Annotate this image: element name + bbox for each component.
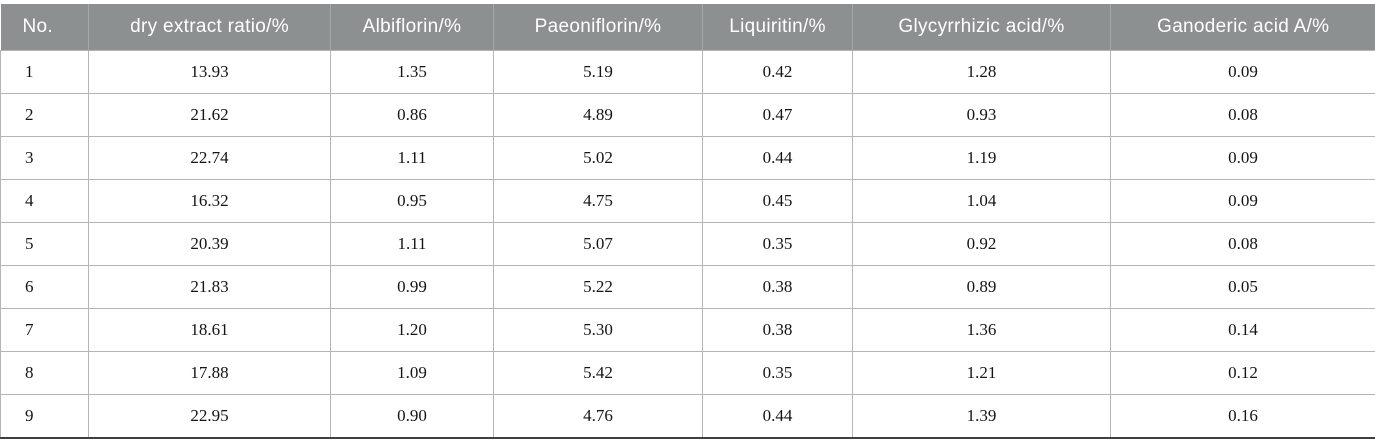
cell-value: 5.42 xyxy=(493,351,703,395)
cell-value: 0.92 xyxy=(852,222,1111,266)
cell-value: 1.04 xyxy=(852,179,1111,223)
cell-value: 0.12 xyxy=(1110,351,1375,395)
cell-value: 5.22 xyxy=(493,265,703,309)
table-row: 9 22.95 0.90 4.76 0.44 1.39 0.16 xyxy=(0,394,1375,439)
cell-value: 21.62 xyxy=(88,93,331,137)
cell-value: 5.02 xyxy=(493,136,703,180)
cell-value: 0.47 xyxy=(702,93,853,137)
cell-value: 0.14 xyxy=(1110,308,1375,352)
table-row: 4 16.32 0.95 4.75 0.45 1.04 0.09 xyxy=(0,179,1375,223)
cell-value: 0.45 xyxy=(702,179,853,223)
header-row: No. dry extract ratio/% Albiflorin/% Pae… xyxy=(0,4,1375,51)
table-row: 2 21.62 0.86 4.89 0.47 0.93 0.08 xyxy=(0,93,1375,137)
cell-value: 0.35 xyxy=(702,351,853,395)
cell-sample-no: 8 xyxy=(0,351,89,395)
cell-value: 0.44 xyxy=(702,394,853,439)
column-header-albiflorin: Albiflorin/% xyxy=(330,4,494,51)
table-row: 8 17.88 1.09 5.42 0.35 1.21 0.12 xyxy=(0,351,1375,395)
table-row: 3 22.74 1.11 5.02 0.44 1.19 0.09 xyxy=(0,136,1375,180)
cell-value: 1.20 xyxy=(330,308,494,352)
cell-value: 0.09 xyxy=(1110,136,1375,180)
column-header-dry-extract-ratio: dry extract ratio/% xyxy=(88,4,331,51)
column-header-paeoniflorin: Paeoniflorin/% xyxy=(493,4,703,51)
cell-value: 5.30 xyxy=(493,308,703,352)
cell-value: 4.89 xyxy=(493,93,703,137)
cell-sample-no: 5 xyxy=(0,222,89,266)
table-row: 6 21.83 0.99 5.22 0.38 0.89 0.05 xyxy=(0,265,1375,309)
cell-value: 18.61 xyxy=(88,308,331,352)
cell-value: 16.32 xyxy=(88,179,331,223)
cell-value: 4.76 xyxy=(493,394,703,439)
cell-value: 0.44 xyxy=(702,136,853,180)
column-header-no: No. xyxy=(0,4,89,51)
cell-value: 0.38 xyxy=(702,265,853,309)
cell-value: 1.11 xyxy=(330,136,494,180)
cell-value: 0.08 xyxy=(1110,222,1375,266)
cell-value: 1.39 xyxy=(852,394,1111,439)
cell-value: 0.09 xyxy=(1110,50,1375,94)
cell-value: 0.05 xyxy=(1110,265,1375,309)
column-header-glycyrrhizic-acid: Glycyrrhizic acid/% xyxy=(852,4,1111,51)
cell-value: 1.11 xyxy=(330,222,494,266)
cell-value: 0.99 xyxy=(330,265,494,309)
cell-value: 1.19 xyxy=(852,136,1111,180)
table-container: No. dry extract ratio/% Albiflorin/% Pae… xyxy=(0,4,1375,439)
cell-value: 5.07 xyxy=(493,222,703,266)
cell-value: 0.93 xyxy=(852,93,1111,137)
cell-sample-no: 1 xyxy=(0,50,89,94)
column-header-liquiritin: Liquiritin/% xyxy=(702,4,853,51)
cell-value: 0.08 xyxy=(1110,93,1375,137)
table-row: 1 13.93 1.35 5.19 0.42 1.28 0.09 xyxy=(0,50,1375,94)
cell-value: 1.28 xyxy=(852,50,1111,94)
table-row: 7 18.61 1.20 5.30 0.38 1.36 0.14 xyxy=(0,308,1375,352)
cell-sample-no: 9 xyxy=(0,394,89,439)
table-header: No. dry extract ratio/% Albiflorin/% Pae… xyxy=(0,4,1375,51)
cell-value: 17.88 xyxy=(88,351,331,395)
cell-value: 0.16 xyxy=(1110,394,1375,439)
cell-value: 13.93 xyxy=(88,50,331,94)
cell-sample-no: 6 xyxy=(0,265,89,309)
cell-value: 1.09 xyxy=(330,351,494,395)
cell-value: 0.35 xyxy=(702,222,853,266)
cell-value: 5.19 xyxy=(493,50,703,94)
cell-sample-no: 7 xyxy=(0,308,89,352)
cell-value: 0.90 xyxy=(330,394,494,439)
cell-sample-no: 2 xyxy=(0,93,89,137)
cell-value: 0.86 xyxy=(330,93,494,137)
cell-value: 1.35 xyxy=(330,50,494,94)
cell-value: 0.95 xyxy=(330,179,494,223)
cell-value: 0.38 xyxy=(702,308,853,352)
cell-sample-no: 4 xyxy=(0,179,89,223)
table-body: 1 13.93 1.35 5.19 0.42 1.28 0.09 2 21.62 0.86 4.89… xyxy=(0,50,1375,439)
extract-composition-table: No. dry extract ratio/% Albiflorin/% Pae… xyxy=(0,4,1375,439)
cell-value: 0.89 xyxy=(852,265,1111,309)
cell-value: 22.74 xyxy=(88,136,331,180)
cell-value: 0.42 xyxy=(702,50,853,94)
table-row: 5 20.39 1.11 5.07 0.35 0.92 0.08 xyxy=(0,222,1375,266)
cell-value: 20.39 xyxy=(88,222,331,266)
column-header-ganoderic-acid-a: Ganoderic acid A/% xyxy=(1110,4,1375,51)
cell-value: 1.36 xyxy=(852,308,1111,352)
cell-value: 4.75 xyxy=(493,179,703,223)
cell-value: 21.83 xyxy=(88,265,331,309)
cell-value: 22.95 xyxy=(88,394,331,439)
cell-value: 1.21 xyxy=(852,351,1111,395)
cell-sample-no: 3 xyxy=(0,136,89,180)
cell-value: 0.09 xyxy=(1110,179,1375,223)
